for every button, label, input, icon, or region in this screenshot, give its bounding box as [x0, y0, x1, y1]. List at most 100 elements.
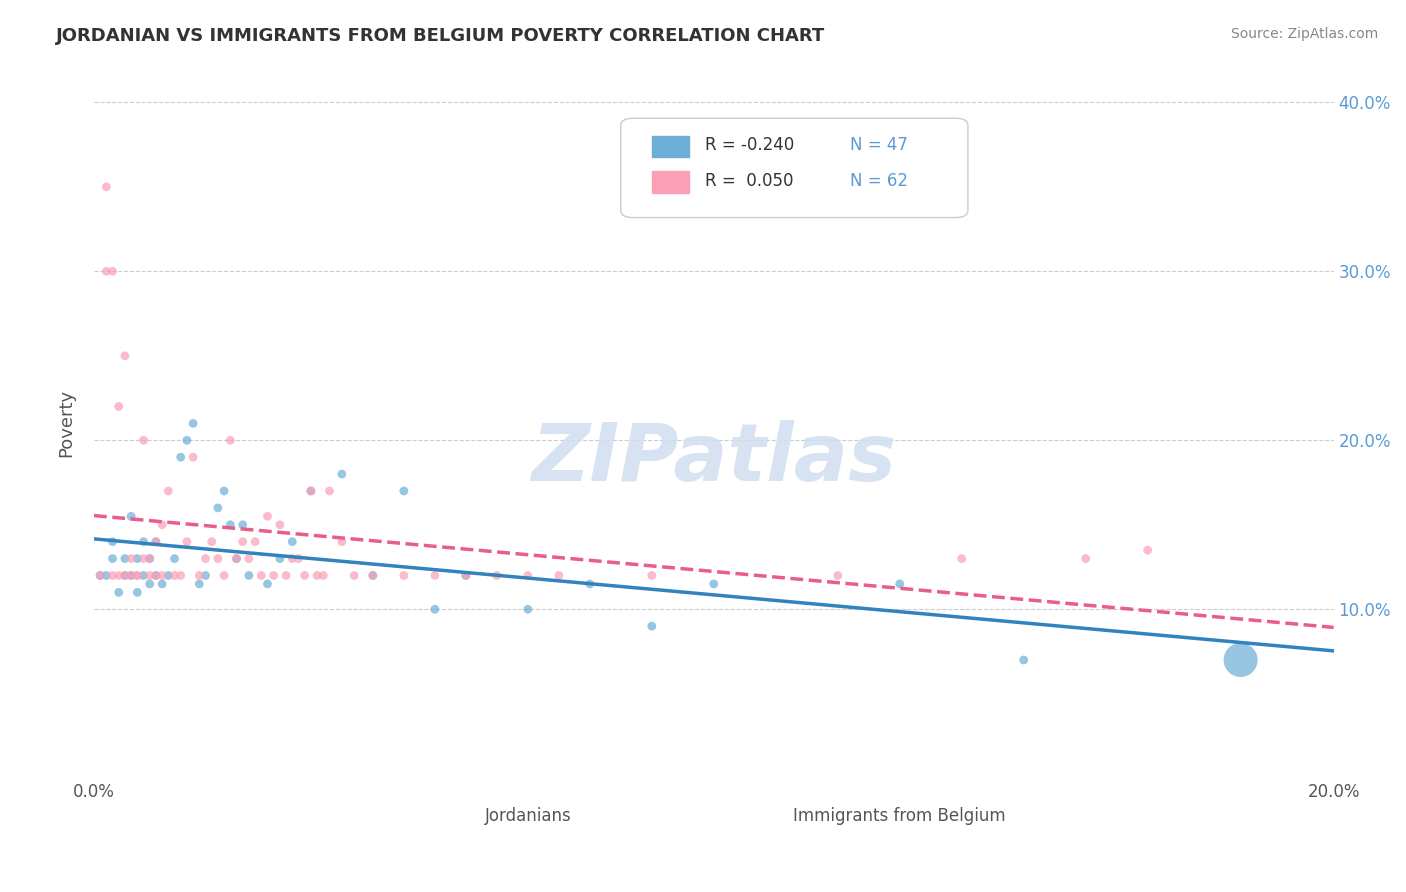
Point — [120, 568, 142, 582]
Point — [138, 568, 160, 582]
Text: R =  0.050: R = 0.050 — [704, 171, 793, 190]
Point — [120, 551, 142, 566]
Point — [89, 568, 111, 582]
Point — [194, 551, 217, 566]
Point — [392, 568, 415, 582]
Point — [641, 568, 664, 582]
Point — [225, 551, 247, 566]
Point — [318, 483, 340, 498]
Point — [263, 568, 285, 582]
Bar — [652, 171, 689, 193]
Point — [207, 551, 229, 566]
Point — [176, 534, 198, 549]
Point — [361, 568, 384, 582]
Text: R = -0.240: R = -0.240 — [704, 136, 794, 154]
Bar — [429, 810, 460, 828]
Point — [287, 551, 309, 566]
Point — [181, 450, 204, 465]
Point — [150, 577, 173, 591]
Point — [170, 568, 193, 582]
Point — [101, 551, 124, 566]
Point — [281, 534, 304, 549]
Point — [138, 551, 160, 566]
Y-axis label: Poverty: Poverty — [58, 389, 75, 458]
Point — [120, 509, 142, 524]
Point — [201, 534, 224, 549]
Point — [150, 568, 173, 582]
Point — [299, 483, 322, 498]
Point — [238, 568, 260, 582]
Point — [516, 602, 538, 616]
Point — [101, 264, 124, 278]
Point — [423, 602, 446, 616]
Point — [330, 467, 353, 481]
Point — [250, 568, 273, 582]
Point — [127, 568, 149, 582]
Point — [212, 568, 235, 582]
Point — [127, 585, 149, 599]
Point — [145, 534, 167, 549]
Point — [889, 577, 911, 591]
Point — [269, 517, 291, 532]
Point — [269, 551, 291, 566]
Bar — [652, 136, 689, 157]
Text: Immigrants from Belgium: Immigrants from Belgium — [793, 807, 1007, 825]
Point — [361, 568, 384, 582]
Point — [163, 551, 186, 566]
Point — [170, 450, 193, 465]
Point — [207, 500, 229, 515]
Point — [120, 568, 142, 582]
Point — [454, 568, 477, 582]
Point — [127, 568, 149, 582]
Point — [101, 534, 124, 549]
FancyBboxPatch shape — [621, 119, 967, 218]
Bar — [738, 810, 769, 828]
Point — [212, 483, 235, 498]
Point — [150, 517, 173, 532]
Point — [392, 483, 415, 498]
Point — [703, 577, 725, 591]
Text: N = 47: N = 47 — [851, 136, 908, 154]
Text: Source: ZipAtlas.com: Source: ZipAtlas.com — [1230, 27, 1378, 41]
Point — [1229, 653, 1251, 667]
Point — [107, 585, 129, 599]
Point — [578, 577, 600, 591]
Point — [188, 577, 211, 591]
Point — [157, 483, 180, 498]
Point — [114, 568, 136, 582]
Point — [256, 509, 278, 524]
Point — [138, 551, 160, 566]
Point — [219, 517, 242, 532]
Point — [256, 577, 278, 591]
Point — [274, 568, 297, 582]
Point — [307, 568, 329, 582]
Point — [132, 568, 155, 582]
Point — [89, 568, 111, 582]
Point — [138, 577, 160, 591]
Point — [454, 568, 477, 582]
Point — [96, 264, 118, 278]
Point — [132, 434, 155, 448]
Point — [114, 551, 136, 566]
Point — [145, 568, 167, 582]
Text: Jordanians: Jordanians — [485, 807, 571, 825]
Point — [1012, 653, 1035, 667]
Point — [96, 568, 118, 582]
Point — [145, 568, 167, 582]
Point — [294, 568, 316, 582]
Point — [188, 568, 211, 582]
Point — [107, 400, 129, 414]
Point — [114, 568, 136, 582]
Point — [127, 551, 149, 566]
Text: ZIPatlas: ZIPatlas — [531, 420, 896, 498]
Point — [132, 551, 155, 566]
Text: JORDANIAN VS IMMIGRANTS FROM BELGIUM POVERTY CORRELATION CHART: JORDANIAN VS IMMIGRANTS FROM BELGIUM POV… — [56, 27, 825, 45]
Point — [107, 568, 129, 582]
Text: N = 62: N = 62 — [851, 171, 908, 190]
Point — [132, 534, 155, 549]
Point — [157, 568, 180, 582]
Point — [114, 349, 136, 363]
Point — [1074, 551, 1097, 566]
Point — [330, 534, 353, 549]
Point — [547, 568, 569, 582]
